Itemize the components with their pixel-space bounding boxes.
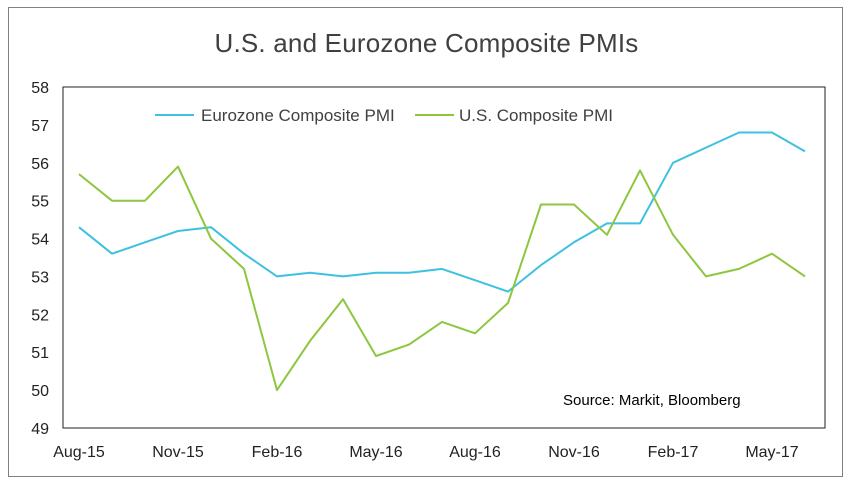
y-tick-label: 51 [31,345,49,362]
x-tick-label: Feb-17 [648,444,699,461]
y-tick-label: 49 [31,421,49,438]
x-tick-label: May-16 [349,444,402,461]
y-tick-label: 53 [31,269,49,286]
y-tick-label: 56 [31,156,49,173]
y-tick-label: 50 [31,383,49,400]
y-tick-label: 52 [31,307,49,324]
series-line-eurozone [78,131,806,293]
x-tick-label: Feb-16 [252,444,303,461]
y-tick-label: 55 [31,194,49,211]
y-tick-label: 54 [31,232,49,249]
source-annotation: Source: Markit, Bloomberg [563,392,741,409]
y-tick-label: 57 [31,118,49,135]
plot-area [62,86,826,429]
legend-label: Eurozone Composite PMI [201,106,395,125]
legend-label: U.S. Composite PMI [459,106,613,125]
x-tick-label: May-17 [745,444,798,461]
series-line-us [78,165,806,392]
x-tick-label: Aug-16 [449,444,501,461]
x-tick-label: Nov-15 [152,444,204,461]
y-tick-label: 58 [31,80,49,97]
x-tick-label: Nov-16 [548,444,600,461]
chart-title: U.S. and Eurozone Composite PMIs [214,28,639,58]
x-tick-label: Aug-15 [53,444,105,461]
